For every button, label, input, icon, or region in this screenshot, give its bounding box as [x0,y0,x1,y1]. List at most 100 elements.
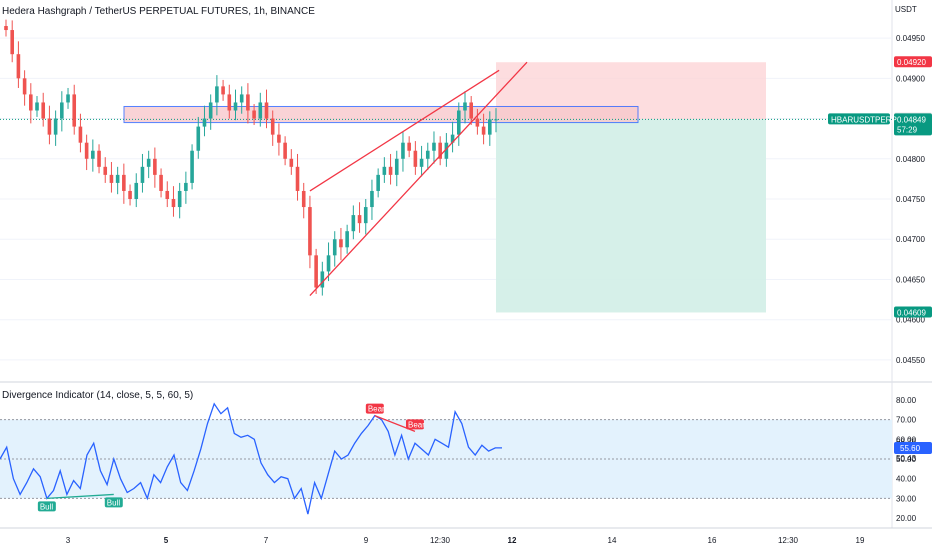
candle-up[interactable] [215,86,219,103]
candle-up[interactable] [456,110,461,135]
candle-down[interactable] [84,142,89,159]
candle-down[interactable] [41,102,46,119]
candle-down[interactable] [97,150,101,167]
candle-up[interactable] [208,102,213,119]
candle-up[interactable] [394,158,399,175]
candle-up[interactable] [401,142,405,159]
candle-up[interactable] [233,102,238,111]
candle-down[interactable] [407,142,411,151]
candle-down[interactable] [438,142,442,159]
candle-down[interactable] [29,94,33,111]
indicator-value-label: 50.43 [896,454,917,463]
price-tick-label: 0.04950 [896,34,925,43]
candle-up[interactable] [332,239,337,256]
candle-down[interactable] [72,94,77,127]
supply-zone[interactable] [123,105,639,124]
candle-down[interactable] [78,126,83,143]
indicator-pane[interactable]: 80.0070.0060.0050.0040.0030.0020.0058.76… [0,396,932,523]
candle-up[interactable] [53,118,58,135]
indicator-tick-label: 70.00 [896,416,917,425]
candle-up[interactable] [487,119,492,135]
candle-up[interactable] [382,166,387,175]
candle-down[interactable] [289,158,294,167]
candle-down[interactable] [301,190,306,208]
candle-down[interactable] [413,150,418,167]
candle-up[interactable] [351,215,356,232]
candle-up[interactable] [376,174,380,191]
candle-up[interactable] [444,142,449,159]
candle-down[interactable] [22,78,27,95]
bear-tag[interactable] [405,419,424,430]
candle-up[interactable] [140,166,145,183]
candle-down[interactable] [277,134,281,143]
candle-up[interactable] [419,158,424,167]
candle-down[interactable] [221,86,225,95]
candle-up[interactable] [190,150,194,183]
candle-up[interactable] [35,102,39,111]
wedge-upper-line[interactable] [309,69,500,192]
candle-down[interactable] [109,174,114,183]
candle-up[interactable] [326,255,331,272]
bull-tag[interactable] [37,501,56,512]
indicator-line[interactable] [0,402,502,515]
candle-up[interactable] [202,118,207,127]
price-axis-tag-label: 0.04920 [897,58,926,67]
time-axis[interactable]: 3 5 7 9 12:30 12 14 16 12:30 19 [0,527,932,545]
candle-up[interactable] [177,190,182,208]
candle-up[interactable] [66,94,70,103]
candle-down[interactable] [357,215,362,224]
candle-down[interactable] [4,26,8,31]
candle-up[interactable] [320,271,325,288]
candle-up[interactable] [239,94,244,103]
countdown-label: 57:29 [897,125,918,134]
candle-up[interactable] [432,142,436,151]
wedge-lower-line[interactable] [309,61,528,297]
candle-up[interactable] [450,134,455,143]
price-pane[interactable]: 0.049500.049000.048500.048000.047500.047… [0,0,932,528]
candle-up[interactable] [60,102,64,119]
candle-up[interactable] [363,207,368,224]
candle-up[interactable] [494,119,498,121]
candle-down[interactable] [246,94,250,111]
candle-up[interactable] [258,102,263,119]
candle-down[interactable] [469,102,473,119]
price-axis-tag-label: 0.04609 [897,308,926,317]
candle-down[interactable] [252,110,256,119]
candle-down[interactable] [270,118,275,135]
candle-down[interactable] [128,190,132,200]
candle-down[interactable] [171,199,176,208]
candle-down[interactable] [47,118,52,135]
candle-down[interactable] [159,174,163,191]
candle-down[interactable] [122,174,126,191]
candle-down[interactable] [16,54,21,79]
candle-down[interactable] [227,94,232,111]
candle-up[interactable] [463,102,467,111]
indicator-tick-label: 60.00 [896,435,917,444]
candle-up[interactable] [184,182,188,191]
candle-up[interactable] [196,126,201,151]
candle-up[interactable] [115,174,120,183]
candle-down[interactable] [283,142,287,159]
candle-down[interactable] [153,158,157,175]
candle-up[interactable] [425,150,430,159]
candle-up[interactable] [134,182,139,200]
candle-up[interactable] [91,150,95,159]
bull-tag[interactable] [104,497,123,508]
candle-up[interactable] [370,190,374,208]
candle-down[interactable] [264,102,269,119]
candle-down[interactable] [308,207,312,256]
candle-down[interactable] [481,126,486,135]
candle-down[interactable] [388,166,393,175]
take-profit-zone[interactable] [496,119,766,313]
bear-tag[interactable] [365,403,384,414]
candle-down[interactable] [10,30,15,55]
candle-down[interactable] [103,166,108,175]
candle-down[interactable] [295,166,300,191]
candle-down[interactable] [314,255,318,288]
candle-down[interactable] [339,239,343,248]
candle-down[interactable] [475,118,480,127]
candle-up[interactable] [146,158,151,167]
candle-down[interactable] [165,190,170,200]
candle-up[interactable] [345,231,349,248]
